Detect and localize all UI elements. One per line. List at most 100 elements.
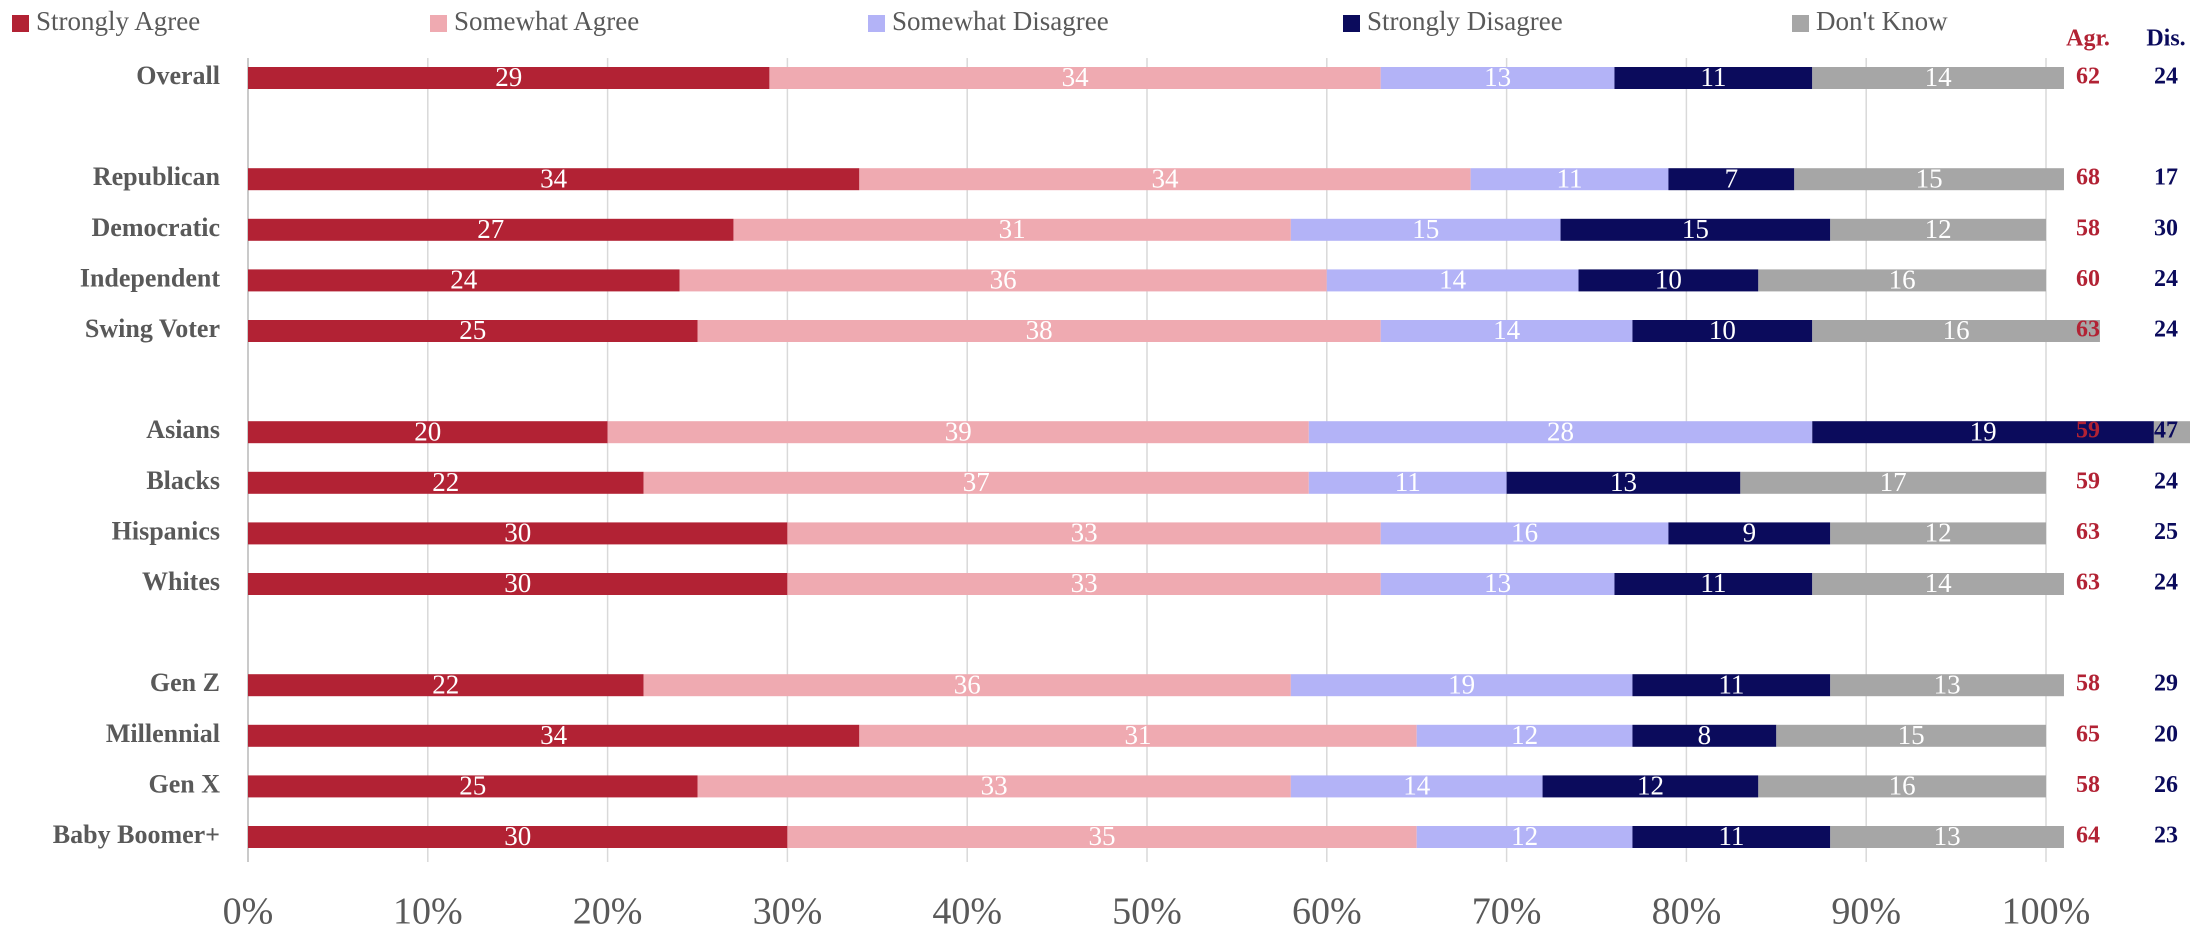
category-label: Overall <box>136 61 220 90</box>
bar-segment <box>1290 218 1561 241</box>
bar-segment <box>1542 775 1759 798</box>
agree-total: 60 <box>2076 266 2100 292</box>
data-label: 12 <box>1925 518 1952 548</box>
bar-segment <box>697 320 1381 342</box>
bar-segment <box>248 826 788 848</box>
bar-segment <box>1632 320 1813 342</box>
legend-label: Somewhat Disagree <box>892 6 1109 36</box>
data-label: 14 <box>1925 568 1953 598</box>
data-label: 7 <box>1725 163 1739 193</box>
data-label: 14 <box>1439 265 1467 295</box>
bar-segment <box>643 471 1309 494</box>
category-label: Gen X <box>149 769 221 798</box>
agree-total: 62 <box>2076 64 2100 90</box>
data-label: 25 <box>459 315 486 345</box>
bar-segment <box>248 218 734 241</box>
bar-segment <box>1668 168 1795 191</box>
data-label: 12 <box>1637 771 1664 801</box>
bar-segment <box>248 573 788 595</box>
category-label: Gen Z <box>150 668 220 697</box>
category-label: Whites <box>142 567 220 596</box>
data-label: 11 <box>1700 568 1726 598</box>
x-tick-label: 50% <box>1112 891 1182 932</box>
bar-segment <box>2153 421 2190 444</box>
data-label: 33 <box>981 771 1008 801</box>
data-label: 27 <box>477 214 504 244</box>
bar-segment <box>1416 826 1633 848</box>
data-label: 34 <box>540 720 568 750</box>
bar-segment <box>1632 724 1777 747</box>
data-label: 33 <box>1071 518 1098 548</box>
x-tick-label: 60% <box>1292 891 1362 932</box>
bar-segment <box>248 674 644 697</box>
agree-total: 58 <box>2076 772 2100 798</box>
disagree-total: 47 <box>2154 418 2178 444</box>
data-label: 13 <box>1484 568 1511 598</box>
bar-segment <box>1830 826 2064 848</box>
category-label: Democratic <box>92 213 220 242</box>
bar-segment <box>1560 218 1831 241</box>
data-label: 17 <box>1880 467 1907 497</box>
data-label: 34 <box>1062 62 1090 92</box>
bar-segment <box>1308 471 1507 494</box>
bar-segment <box>1830 522 2046 545</box>
data-label: 14 <box>1493 315 1521 345</box>
data-label: 15 <box>1916 163 1943 193</box>
data-label: 30 <box>504 821 531 851</box>
x-tick-label: 100% <box>2002 891 2091 932</box>
data-label: 31 <box>999 214 1026 244</box>
data-label: 36 <box>990 265 1017 295</box>
data-label: 11 <box>1395 467 1421 497</box>
bar-segment <box>787 826 1417 848</box>
legend-swatch <box>868 15 885 32</box>
x-tick-label: 70% <box>1472 891 1542 932</box>
bar-segment <box>1758 775 2046 798</box>
column-header: Agr. <box>2066 26 2110 52</box>
disagree-total: 29 <box>2154 671 2178 697</box>
disagree-total: 26 <box>2154 772 2178 798</box>
bar-segment <box>1614 573 1813 595</box>
bar-segment <box>1416 724 1633 747</box>
bar-segment <box>787 573 1381 595</box>
category-label: Asians <box>146 415 220 444</box>
bar-segment <box>1812 67 2064 89</box>
agree-total: 64 <box>2076 823 2100 849</box>
legend-swatch <box>1792 15 1809 32</box>
bar-segment <box>248 421 608 444</box>
bar-segment <box>679 269 1327 292</box>
data-label: 35 <box>1089 821 1116 851</box>
legend-label: Don't Know <box>1816 6 1948 36</box>
data-label: 24 <box>450 265 478 295</box>
data-label: 39 <box>945 416 972 446</box>
data-label: 12 <box>1511 821 1538 851</box>
agree-total: 63 <box>2076 317 2100 343</box>
data-label: 13 <box>1934 821 1961 851</box>
bar-segment <box>248 471 644 494</box>
bars <box>248 67 2190 848</box>
legend-label: Strongly Disagree <box>1367 6 1563 36</box>
x-tick-label: 30% <box>753 891 823 932</box>
data-label: 8 <box>1698 720 1712 750</box>
data-label: 11 <box>1700 62 1726 92</box>
data-label: 11 <box>1718 669 1744 699</box>
bar-segment <box>248 168 860 191</box>
bar-segment <box>1830 218 2046 241</box>
disagree-total: 20 <box>2154 721 2178 747</box>
data-label: 30 <box>504 518 531 548</box>
x-tick-label: 90% <box>1831 891 1901 932</box>
data-label: 13 <box>1934 669 1961 699</box>
bar-segment <box>1812 421 2154 444</box>
data-label: 12 <box>1511 720 1538 750</box>
data-label: 34 <box>1151 163 1179 193</box>
bar-segment <box>248 320 698 342</box>
bar-segment <box>697 775 1291 798</box>
bar-segment <box>1578 269 1759 292</box>
bar-segment <box>859 724 1417 747</box>
bar-segment <box>1470 168 1669 191</box>
bar-segment <box>1632 674 1831 697</box>
bar-segment <box>1290 775 1543 798</box>
bar-segment <box>248 775 698 798</box>
data-label: 29 <box>495 62 522 92</box>
bar-segment <box>1812 573 2064 595</box>
bar-segment <box>1830 674 2064 697</box>
